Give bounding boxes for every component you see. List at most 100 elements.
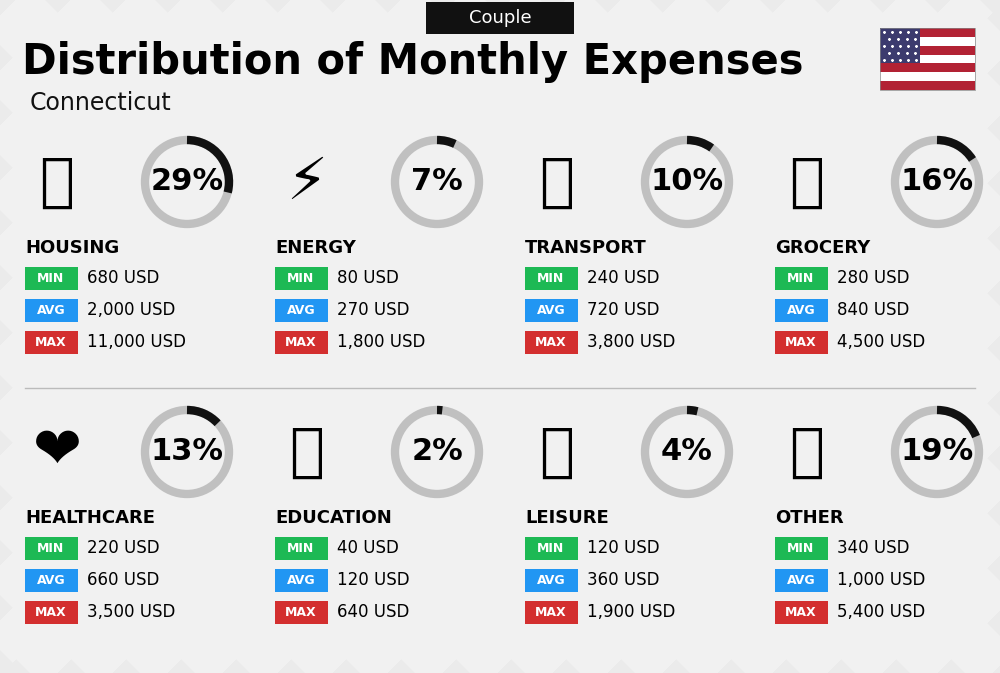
Text: 660 USD: 660 USD (87, 571, 159, 589)
Text: 3,800 USD: 3,800 USD (587, 333, 675, 351)
Text: 270 USD: 270 USD (337, 301, 410, 319)
Text: 11,000 USD: 11,000 USD (87, 333, 186, 351)
Text: ⚡: ⚡ (287, 153, 328, 211)
Text: 1,800 USD: 1,800 USD (337, 333, 425, 351)
FancyBboxPatch shape (774, 330, 828, 353)
Text: MIN: MIN (37, 271, 65, 285)
Text: 80 USD: 80 USD (337, 269, 399, 287)
Text: 16%: 16% (900, 168, 974, 197)
Text: ❤️: ❤️ (33, 423, 81, 481)
FancyBboxPatch shape (524, 600, 578, 623)
Text: 10%: 10% (650, 168, 724, 197)
FancyBboxPatch shape (274, 600, 328, 623)
Text: MIN: MIN (787, 542, 815, 555)
FancyBboxPatch shape (774, 536, 828, 559)
FancyBboxPatch shape (524, 569, 578, 592)
FancyBboxPatch shape (524, 299, 578, 322)
FancyBboxPatch shape (774, 299, 828, 322)
FancyBboxPatch shape (274, 536, 328, 559)
Text: MAX: MAX (285, 606, 317, 618)
Text: 240 USD: 240 USD (587, 269, 660, 287)
FancyBboxPatch shape (274, 569, 328, 592)
FancyBboxPatch shape (880, 63, 975, 72)
FancyBboxPatch shape (24, 330, 78, 353)
Text: AVG: AVG (287, 573, 315, 586)
Text: 220 USD: 220 USD (87, 539, 160, 557)
Text: MIN: MIN (287, 542, 315, 555)
Text: 29%: 29% (150, 168, 224, 197)
Text: 2%: 2% (411, 437, 463, 466)
Text: AVG: AVG (787, 573, 815, 586)
FancyBboxPatch shape (880, 37, 975, 46)
FancyBboxPatch shape (524, 330, 578, 353)
Text: 🚌: 🚌 (540, 153, 574, 211)
Text: MAX: MAX (535, 606, 567, 618)
Text: 🛍: 🛍 (540, 423, 574, 481)
FancyBboxPatch shape (774, 600, 828, 623)
Text: MAX: MAX (35, 336, 67, 349)
FancyBboxPatch shape (24, 569, 78, 592)
FancyBboxPatch shape (426, 2, 574, 34)
Text: MAX: MAX (285, 336, 317, 349)
Text: Connecticut: Connecticut (30, 91, 172, 115)
FancyBboxPatch shape (24, 267, 78, 289)
Text: AVG: AVG (37, 573, 65, 586)
Text: 4,500 USD: 4,500 USD (837, 333, 925, 351)
Text: MAX: MAX (535, 336, 567, 349)
Text: MIN: MIN (37, 542, 65, 555)
Text: MAX: MAX (35, 606, 67, 618)
FancyBboxPatch shape (880, 72, 975, 81)
Text: LEISURE: LEISURE (525, 509, 609, 527)
Text: Distribution of Monthly Expenses: Distribution of Monthly Expenses (22, 41, 804, 83)
FancyBboxPatch shape (524, 267, 578, 289)
Text: 360 USD: 360 USD (587, 571, 660, 589)
Text: 1,900 USD: 1,900 USD (587, 603, 675, 621)
Text: MIN: MIN (287, 271, 315, 285)
Text: MAX: MAX (785, 606, 817, 618)
FancyBboxPatch shape (274, 330, 328, 353)
Text: AVG: AVG (537, 304, 565, 316)
Text: 4%: 4% (661, 437, 713, 466)
Text: 13%: 13% (150, 437, 224, 466)
Text: EDUCATION: EDUCATION (275, 509, 392, 527)
Text: GROCERY: GROCERY (775, 239, 870, 257)
Text: 🛒: 🛒 (790, 153, 824, 211)
Text: 680 USD: 680 USD (87, 269, 159, 287)
FancyBboxPatch shape (524, 536, 578, 559)
Text: 3,500 USD: 3,500 USD (87, 603, 175, 621)
FancyBboxPatch shape (274, 299, 328, 322)
FancyBboxPatch shape (774, 267, 828, 289)
Text: 840 USD: 840 USD (837, 301, 909, 319)
Text: AVG: AVG (287, 304, 315, 316)
Text: 1,000 USD: 1,000 USD (837, 571, 925, 589)
Text: 640 USD: 640 USD (337, 603, 409, 621)
FancyBboxPatch shape (880, 81, 975, 90)
Text: MIN: MIN (537, 542, 565, 555)
FancyBboxPatch shape (24, 299, 78, 322)
Text: 🏙: 🏙 (40, 153, 74, 211)
Text: 7%: 7% (411, 168, 463, 197)
FancyBboxPatch shape (774, 569, 828, 592)
Text: AVG: AVG (537, 573, 565, 586)
FancyBboxPatch shape (880, 28, 920, 63)
Text: ENERGY: ENERGY (275, 239, 356, 257)
Text: OTHER: OTHER (775, 509, 844, 527)
FancyBboxPatch shape (880, 55, 975, 63)
Text: HOUSING: HOUSING (25, 239, 119, 257)
Text: 5,400 USD: 5,400 USD (837, 603, 925, 621)
Text: MIN: MIN (537, 271, 565, 285)
Text: 19%: 19% (900, 437, 974, 466)
Text: Couple: Couple (469, 9, 531, 27)
FancyBboxPatch shape (24, 536, 78, 559)
Text: 👜: 👜 (790, 423, 824, 481)
Text: 120 USD: 120 USD (337, 571, 410, 589)
Text: 🎓: 🎓 (290, 423, 324, 481)
Text: 2,000 USD: 2,000 USD (87, 301, 175, 319)
Text: MAX: MAX (785, 336, 817, 349)
Text: HEALTHCARE: HEALTHCARE (25, 509, 155, 527)
FancyBboxPatch shape (24, 600, 78, 623)
Text: 120 USD: 120 USD (587, 539, 660, 557)
Text: AVG: AVG (787, 304, 815, 316)
FancyBboxPatch shape (880, 46, 975, 55)
Text: AVG: AVG (37, 304, 65, 316)
